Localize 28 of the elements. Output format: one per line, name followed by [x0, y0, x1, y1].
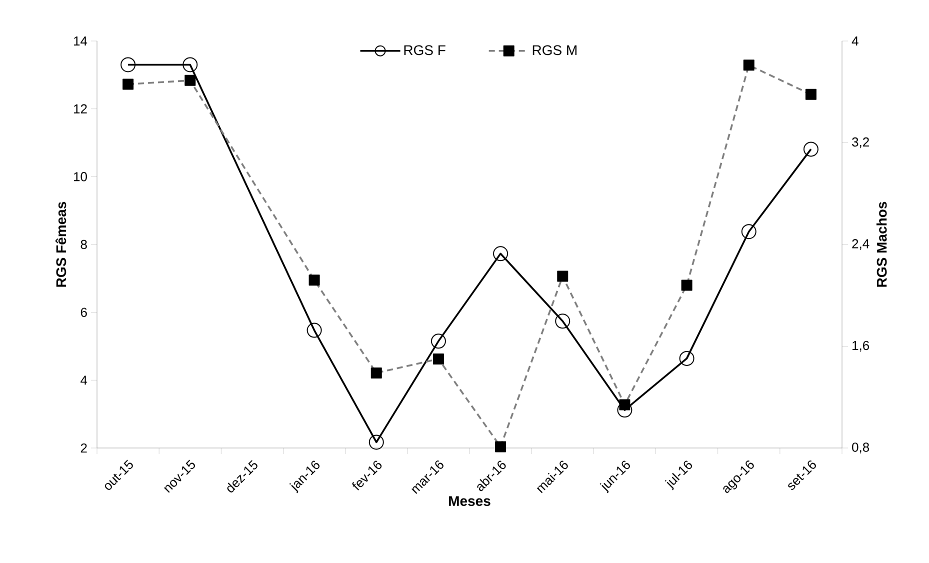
y2-tick-label: 2,4	[852, 239, 870, 250]
point	[120, 57, 136, 72]
point	[306, 322, 322, 338]
point	[430, 334, 446, 349]
point	[493, 246, 508, 262]
y-tick-label: 2	[80, 443, 87, 453]
legend-label: RGS F	[404, 45, 446, 56]
x-axis-title: Meses	[449, 496, 490, 506]
y2-tick-label: 1,6	[852, 340, 870, 352]
y2-tick-label: 3,2	[852, 137, 869, 148]
y2-axis-title: RGS Machos	[876, 202, 887, 287]
legend-label: RGS M	[532, 45, 576, 56]
point	[803, 142, 818, 157]
y2-tick-label: 0,8	[852, 442, 870, 454]
y-tick-label: 10	[74, 172, 87, 182]
point	[679, 350, 694, 366]
y-tick-label: 6	[80, 308, 87, 317]
point	[617, 402, 632, 418]
y-tick-label: 4	[80, 376, 88, 385]
y-axis-title: RGS Fêmeas	[56, 202, 66, 287]
y-tick-label: 14	[74, 36, 88, 46]
y-tick-label: 8	[80, 240, 87, 250]
point	[741, 224, 756, 240]
y-tick-label: 12	[74, 104, 87, 114]
point	[555, 314, 570, 329]
y2-tick-label: 4	[852, 36, 858, 46]
point	[368, 434, 384, 450]
point	[182, 57, 198, 72]
